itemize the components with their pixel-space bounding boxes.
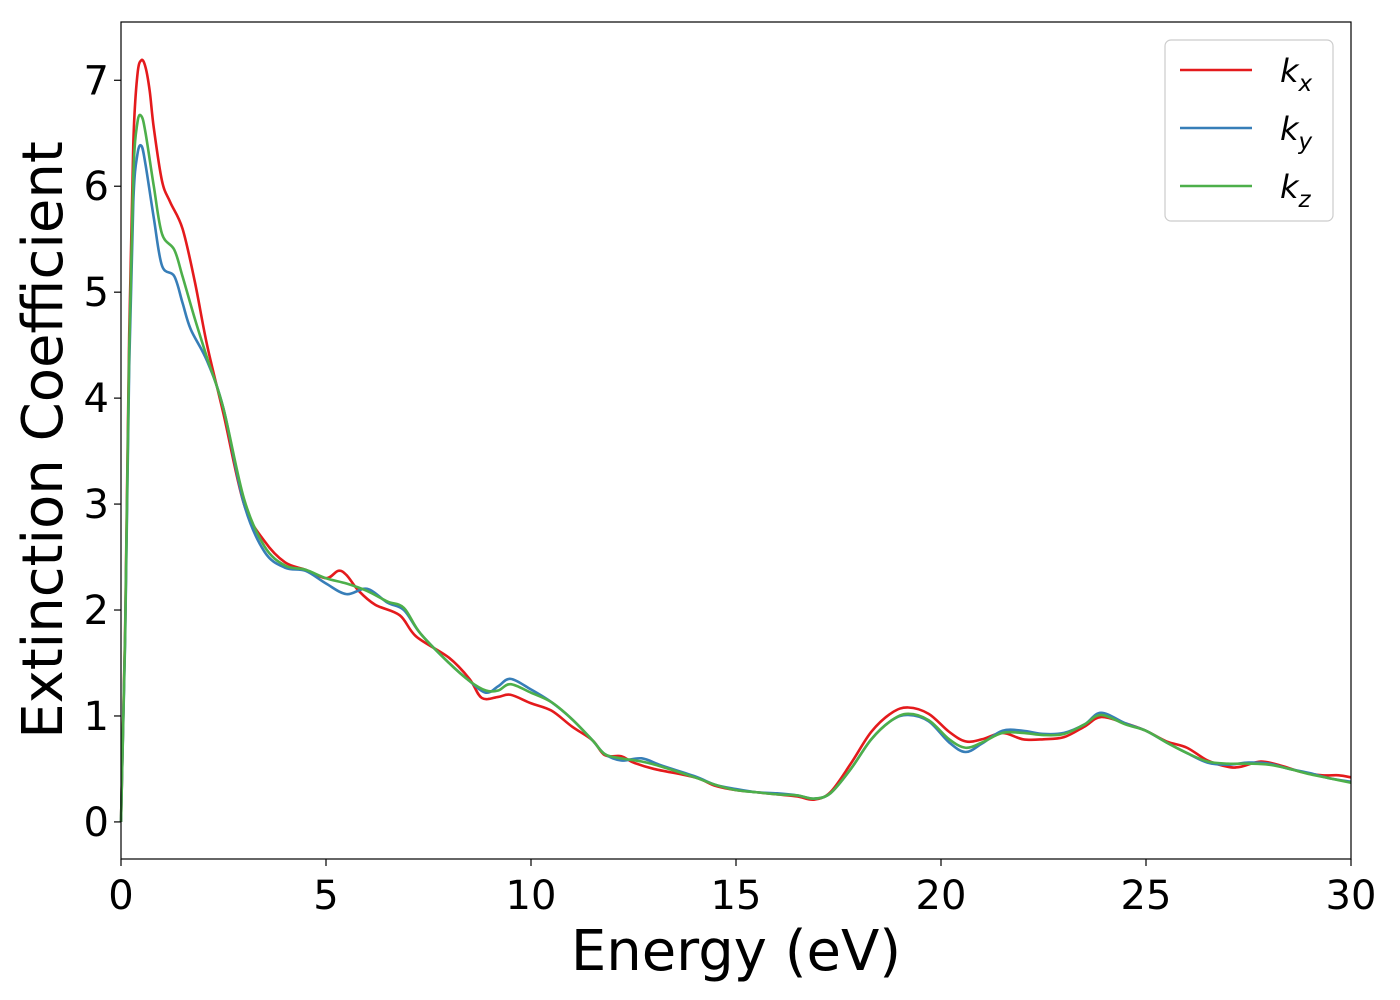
- y-tick-label: 3: [84, 482, 109, 528]
- x-tick-label: 30: [1326, 873, 1377, 919]
- y-tick-label: 2: [84, 588, 109, 634]
- legend-label-main: k: [1280, 52, 1300, 90]
- x-axis-title: Energy (eV): [571, 919, 901, 984]
- y-tick-label: 7: [84, 58, 109, 104]
- legend-label-ky: ky: [1280, 110, 1313, 155]
- series-layer: [119, 58, 1352, 822]
- series-line-ky: [119, 143, 1352, 822]
- y-tick-label: 5: [84, 270, 109, 316]
- x-tick-label: 10: [506, 873, 557, 919]
- tick-layer: 0 5 10 15 20 25 30 0 1 2 3 4 5 6 7: [84, 58, 1377, 919]
- legend-label-subscript: y: [1298, 129, 1313, 155]
- legend-frame: [1164, 39, 1334, 222]
- legend-label-main: k: [1280, 168, 1300, 206]
- x-tick-label: 15: [711, 873, 762, 919]
- y-tick-label: 6: [84, 164, 109, 210]
- x-tick-label: 5: [313, 873, 338, 919]
- legend-label-main: k: [1280, 110, 1300, 148]
- x-tick-label: 20: [916, 873, 967, 919]
- legend-label-kx: kx: [1280, 52, 1313, 97]
- x-tick-label: 0: [108, 873, 133, 919]
- y-tick-label: 0: [84, 800, 109, 846]
- y-tick-label: 1: [84, 694, 109, 740]
- y-axis-title: Extinction Coefficient: [11, 141, 76, 739]
- y-tick-label: 4: [84, 376, 109, 422]
- legend-label-subscript: x: [1298, 71, 1313, 97]
- x-tick-label: 25: [1121, 873, 1172, 919]
- plot-frame: [120, 21, 1352, 860]
- legend-label-kz: kz: [1280, 168, 1312, 213]
- series-line-kz: [119, 113, 1352, 822]
- legend-label-subscript: z: [1298, 187, 1312, 213]
